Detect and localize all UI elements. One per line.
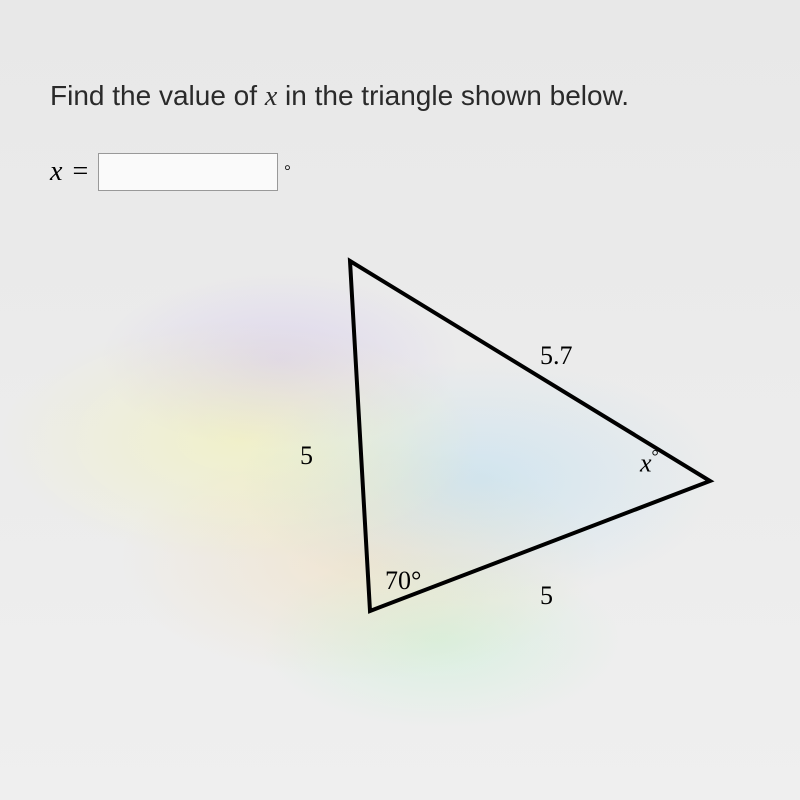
degree-symbol: °	[284, 163, 290, 181]
question-text: Find the value of x in the triangle show…	[50, 80, 750, 113]
equals-sign: =	[72, 156, 88, 188]
question-variable: x	[265, 81, 277, 112]
answer-input[interactable]	[98, 153, 278, 191]
triangle-svg	[220, 241, 720, 641]
angle-right-var: x	[640, 449, 652, 478]
angle-label-bottom: 70°	[385, 566, 421, 596]
triangle-shape	[350, 261, 710, 611]
content-area: Find the value of x in the triangle show…	[0, 0, 800, 721]
side-label-top-right: 5.7	[540, 341, 573, 371]
question-suffix: in the triangle shown below.	[277, 80, 629, 111]
triangle-figure: 5.7 5 5 70° x°	[220, 241, 720, 641]
answer-row: x = °	[50, 153, 750, 191]
side-label-bottom: 5	[540, 581, 553, 611]
side-label-left: 5	[300, 441, 313, 471]
angle-label-right: x°	[640, 446, 659, 479]
answer-variable: x	[50, 156, 62, 188]
angle-right-degree: °	[652, 446, 659, 466]
question-prefix: Find the value of	[50, 80, 265, 111]
